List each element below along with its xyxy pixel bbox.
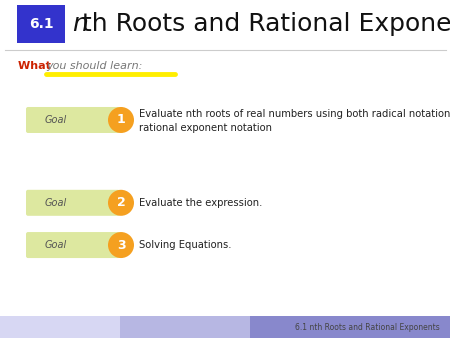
FancyBboxPatch shape — [26, 107, 120, 133]
Text: 3: 3 — [117, 239, 125, 251]
Text: Goal: Goal — [45, 115, 67, 125]
Text: What: What — [18, 61, 55, 71]
Text: 6.1 nth Roots and Rational Exponents: 6.1 nth Roots and Rational Exponents — [295, 322, 440, 332]
Text: Goal: Goal — [45, 198, 67, 208]
Text: you should learn:: you should learn: — [46, 61, 142, 71]
Bar — [0, 316, 250, 338]
Text: Evaluate the expression.: Evaluate the expression. — [139, 198, 262, 208]
Circle shape — [108, 232, 134, 258]
Bar — [0, 316, 120, 338]
FancyBboxPatch shape — [26, 190, 120, 216]
FancyBboxPatch shape — [26, 232, 120, 258]
Text: Solving Equations.: Solving Equations. — [139, 240, 231, 250]
Circle shape — [108, 190, 134, 216]
Bar — [0, 316, 450, 338]
Text: 2: 2 — [117, 196, 126, 209]
Circle shape — [108, 107, 134, 133]
Text: 1: 1 — [117, 114, 126, 126]
Text: n: n — [72, 12, 88, 36]
Text: rational exponent notation: rational exponent notation — [139, 123, 272, 133]
Text: Evaluate nth roots of real numbers using both radical notation and: Evaluate nth roots of real numbers using… — [139, 109, 450, 119]
Text: 6.1: 6.1 — [29, 17, 53, 31]
FancyBboxPatch shape — [17, 5, 65, 43]
Text: th Roots and Rational Exponents: th Roots and Rational Exponents — [82, 12, 450, 36]
Text: Goal: Goal — [45, 240, 67, 250]
